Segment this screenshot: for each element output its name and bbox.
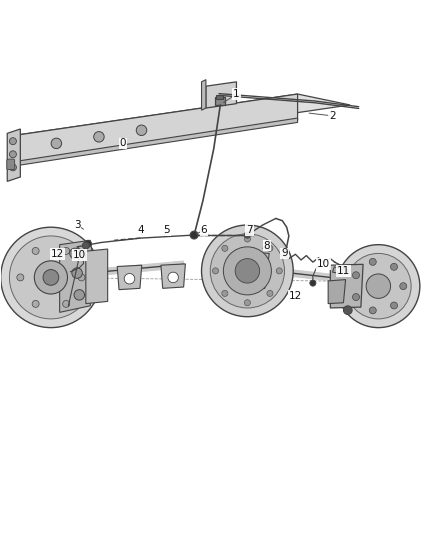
Polygon shape	[330, 264, 363, 308]
Circle shape	[267, 245, 273, 252]
Polygon shape	[14, 94, 350, 147]
Circle shape	[223, 247, 272, 295]
Circle shape	[63, 301, 70, 308]
Circle shape	[32, 247, 39, 254]
Circle shape	[43, 270, 59, 285]
Circle shape	[190, 231, 198, 239]
Circle shape	[78, 274, 85, 281]
Polygon shape	[7, 129, 20, 181]
Circle shape	[244, 232, 251, 238]
Circle shape	[10, 151, 16, 158]
Bar	[215, 97, 225, 105]
Text: 12: 12	[289, 291, 302, 301]
Circle shape	[353, 294, 360, 301]
Text: 7: 7	[246, 225, 253, 235]
Circle shape	[17, 274, 24, 281]
Polygon shape	[14, 118, 297, 166]
Circle shape	[34, 261, 67, 294]
Circle shape	[124, 273, 135, 284]
FancyBboxPatch shape	[7, 159, 14, 169]
Bar	[216, 95, 223, 99]
Circle shape	[85, 240, 92, 247]
Circle shape	[337, 245, 420, 328]
Polygon shape	[117, 265, 142, 289]
Circle shape	[212, 268, 219, 274]
Circle shape	[168, 272, 178, 282]
Circle shape	[369, 259, 376, 265]
Polygon shape	[328, 280, 346, 304]
Polygon shape	[201, 79, 206, 110]
Circle shape	[82, 242, 89, 249]
Text: 6: 6	[201, 225, 207, 235]
Text: 0: 0	[120, 139, 126, 148]
Circle shape	[10, 138, 16, 144]
Polygon shape	[237, 251, 269, 290]
Polygon shape	[60, 240, 95, 312]
Circle shape	[391, 263, 398, 270]
Circle shape	[94, 132, 104, 142]
Polygon shape	[86, 249, 108, 304]
Circle shape	[267, 290, 273, 296]
Circle shape	[353, 272, 360, 279]
Circle shape	[391, 302, 398, 309]
Circle shape	[235, 259, 260, 283]
Circle shape	[222, 290, 228, 296]
Polygon shape	[14, 94, 297, 164]
Circle shape	[70, 248, 80, 259]
Circle shape	[346, 253, 411, 319]
Circle shape	[201, 225, 293, 317]
Text: 2: 2	[329, 111, 336, 121]
Text: 12: 12	[51, 249, 64, 259]
Circle shape	[63, 247, 70, 254]
Circle shape	[366, 274, 391, 298]
Circle shape	[74, 289, 85, 300]
Circle shape	[310, 280, 316, 286]
Circle shape	[10, 236, 92, 319]
Circle shape	[51, 138, 62, 149]
Text: 11: 11	[337, 266, 350, 276]
Circle shape	[276, 268, 283, 274]
Polygon shape	[161, 264, 185, 288]
Polygon shape	[332, 267, 342, 273]
Text: 9: 9	[281, 248, 288, 259]
Text: 4: 4	[137, 225, 144, 235]
Circle shape	[1, 227, 101, 328]
Text: 1: 1	[233, 89, 240, 99]
Circle shape	[244, 236, 251, 242]
Text: 10: 10	[317, 260, 330, 269]
Text: 3: 3	[74, 220, 81, 230]
Circle shape	[222, 245, 228, 252]
Circle shape	[72, 268, 82, 278]
Text: 8: 8	[264, 240, 270, 251]
Circle shape	[136, 125, 147, 135]
Text: 10: 10	[73, 250, 86, 260]
Circle shape	[210, 234, 285, 308]
Circle shape	[32, 301, 39, 308]
Polygon shape	[206, 82, 237, 108]
Circle shape	[244, 300, 251, 306]
Circle shape	[10, 164, 16, 171]
Circle shape	[400, 282, 407, 289]
Circle shape	[343, 306, 352, 314]
Circle shape	[369, 307, 376, 314]
Text: 5: 5	[163, 225, 170, 235]
